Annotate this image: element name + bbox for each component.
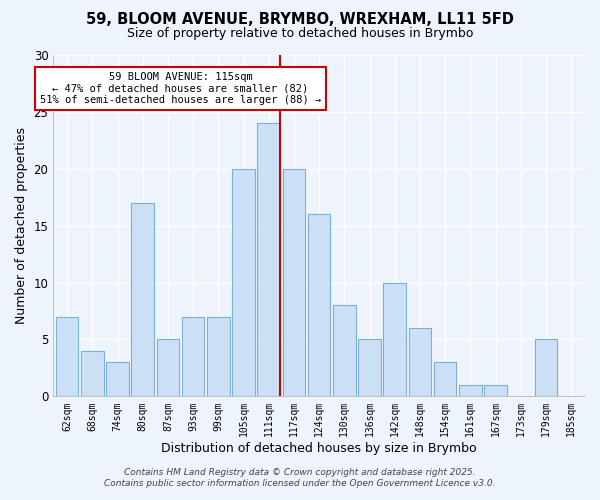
Bar xyxy=(383,282,406,397)
Bar xyxy=(232,169,255,396)
Bar xyxy=(157,340,179,396)
Bar xyxy=(459,385,482,396)
Bar xyxy=(434,362,457,396)
Bar xyxy=(484,385,507,396)
Bar xyxy=(131,203,154,396)
Bar xyxy=(409,328,431,396)
Bar xyxy=(182,316,205,396)
Bar xyxy=(308,214,331,396)
Y-axis label: Number of detached properties: Number of detached properties xyxy=(15,127,28,324)
X-axis label: Distribution of detached houses by size in Brymbo: Distribution of detached houses by size … xyxy=(161,442,477,455)
Bar xyxy=(56,316,79,396)
Bar xyxy=(535,340,557,396)
Text: 59, BLOOM AVENUE, BRYMBO, WREXHAM, LL11 5FD: 59, BLOOM AVENUE, BRYMBO, WREXHAM, LL11 … xyxy=(86,12,514,28)
Bar xyxy=(333,306,356,396)
Text: 59 BLOOM AVENUE: 115sqm
← 47% of detached houses are smaller (82)
51% of semi-de: 59 BLOOM AVENUE: 115sqm ← 47% of detache… xyxy=(40,72,321,106)
Bar xyxy=(358,340,381,396)
Bar xyxy=(283,169,305,396)
Bar xyxy=(81,351,104,397)
Text: Size of property relative to detached houses in Brymbo: Size of property relative to detached ho… xyxy=(127,28,473,40)
Bar xyxy=(257,124,280,396)
Bar xyxy=(207,316,230,396)
Text: Contains HM Land Registry data © Crown copyright and database right 2025.
Contai: Contains HM Land Registry data © Crown c… xyxy=(104,468,496,487)
Bar xyxy=(106,362,129,396)
